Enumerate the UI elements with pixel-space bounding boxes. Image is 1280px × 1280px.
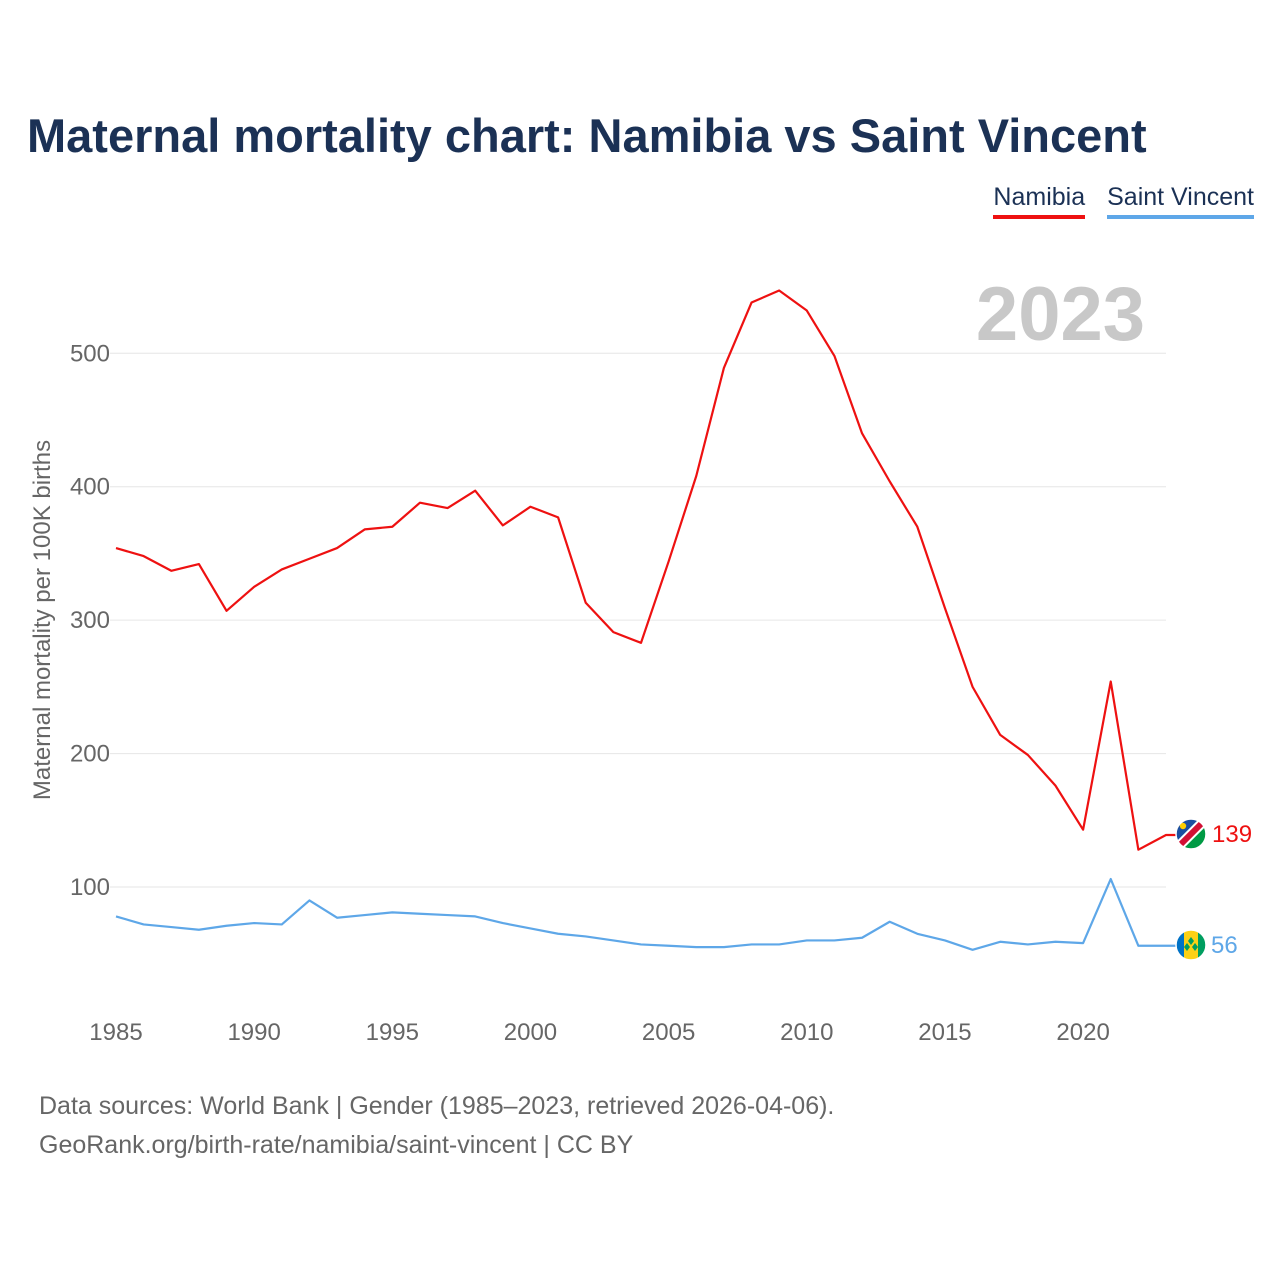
legend-item-saint-vincent[interactable]: Saint Vincent	[1107, 183, 1254, 219]
series-line-saint-vincent	[115, 877, 1176, 951]
footer-attribution[interactable]: GeoRank.org/birth-rate/namibia/saint-vin…	[39, 1131, 634, 1159]
chart-title: Maternal mortality chart: Namibia vs Sai…	[27, 109, 1147, 162]
y-tick-label: 500	[70, 340, 110, 367]
series-line-namibia	[115, 289, 1176, 851]
footer-sources: Data sources: World Bank | Gender (1985–…	[39, 1092, 835, 1120]
y-tick-label: 200	[70, 741, 110, 768]
x-tick-label: 1995	[366, 1019, 419, 1046]
legend: Namibia Saint Vincent	[993, 183, 1254, 219]
saint-vincent-end-value-label: 56	[1211, 932, 1238, 959]
y-tick-label: 300	[70, 607, 110, 634]
x-tick-label: 2015	[918, 1019, 971, 1046]
x-tick-label: 2005	[642, 1019, 695, 1046]
footer: Data sources: World Bank | Gender (1985–…	[39, 1087, 834, 1165]
x-tick-label: 2010	[780, 1019, 833, 1046]
namibia-flag-icon	[1176, 819, 1206, 849]
y-axis-ticks: 100 200 300 400 500	[70, 340, 110, 901]
x-axis-ticks: 1985 1990 1995 2000 2005 2010 2015 2020	[89, 1019, 1109, 1046]
y-tick-label: 400	[70, 474, 110, 501]
namibia-end-value-label: 139	[1212, 821, 1252, 848]
x-tick-label: 1990	[227, 1019, 280, 1046]
grid-lines	[110, 352, 1166, 888]
line-chart: 2023 100 200 300 400 500 1985 1990 1995 2000 200…	[29, 272, 1252, 1046]
x-tick-label: 1985	[89, 1019, 142, 1046]
y-tick-label: 100	[70, 874, 110, 901]
x-tick-label: 2020	[1056, 1019, 1109, 1046]
saint-vincent-flag-icon	[1176, 930, 1206, 960]
legend-label-saint-vincent: Saint Vincent	[1107, 183, 1254, 211]
legend-item-namibia[interactable]: Namibia	[993, 183, 1086, 219]
legend-label-namibia: Namibia	[993, 183, 1086, 211]
year-watermark: 2023	[976, 272, 1145, 357]
x-tick-label: 2000	[504, 1019, 557, 1046]
y-axis-label: Maternal mortality per 100K births	[29, 440, 56, 800]
